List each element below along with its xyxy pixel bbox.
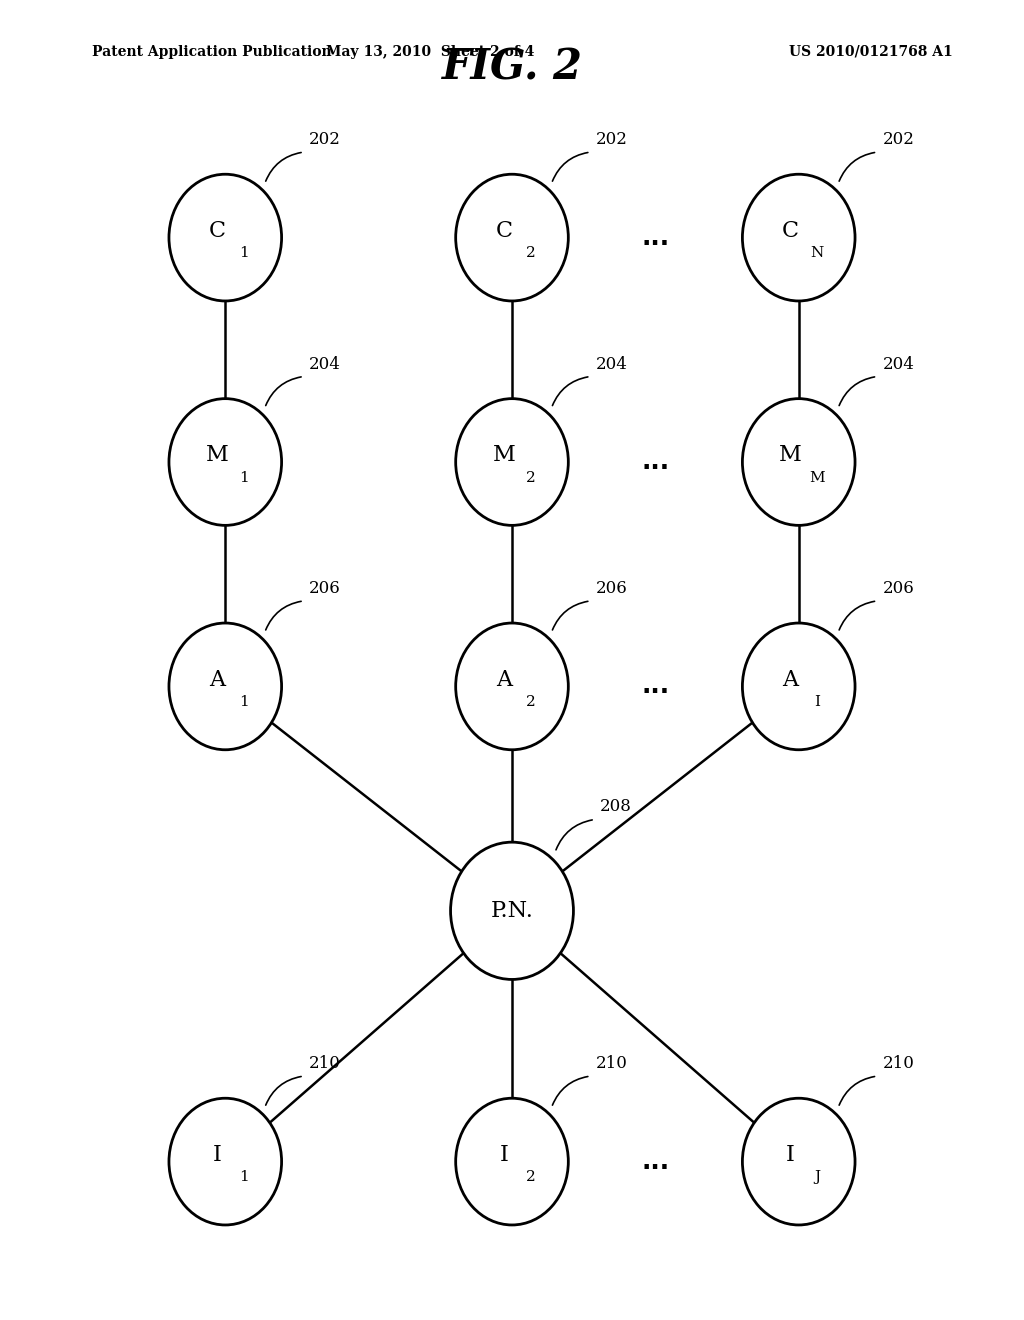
- Ellipse shape: [169, 174, 282, 301]
- Ellipse shape: [451, 842, 573, 979]
- Text: 202: 202: [596, 131, 628, 148]
- Text: C: C: [209, 220, 225, 242]
- Ellipse shape: [456, 1098, 568, 1225]
- Ellipse shape: [742, 623, 855, 750]
- Text: P.N.: P.N.: [490, 900, 534, 921]
- Text: C: C: [782, 220, 799, 242]
- Text: 206: 206: [309, 579, 341, 597]
- Text: 2: 2: [525, 471, 536, 484]
- Ellipse shape: [742, 399, 855, 525]
- Text: FIG. 2: FIG. 2: [441, 46, 583, 88]
- Text: A: A: [209, 669, 225, 690]
- Text: 206: 206: [596, 579, 628, 597]
- Text: 202: 202: [883, 131, 914, 148]
- Text: M: M: [809, 471, 825, 484]
- Ellipse shape: [456, 623, 568, 750]
- Text: US 2010/0121768 A1: US 2010/0121768 A1: [788, 45, 952, 59]
- Text: I: I: [786, 1144, 795, 1166]
- Text: C: C: [496, 220, 512, 242]
- Text: 2: 2: [525, 1171, 536, 1184]
- Text: 208: 208: [600, 799, 632, 816]
- Text: May 13, 2010  Sheet 2 of 4: May 13, 2010 Sheet 2 of 4: [326, 45, 535, 59]
- Text: 1: 1: [239, 471, 249, 484]
- Ellipse shape: [742, 174, 855, 301]
- Text: 1: 1: [239, 247, 249, 260]
- Text: 2: 2: [525, 696, 536, 709]
- Text: 204: 204: [883, 355, 914, 372]
- Text: I: I: [213, 1144, 221, 1166]
- Text: I: I: [814, 696, 820, 709]
- Text: ...: ...: [641, 450, 670, 474]
- Ellipse shape: [742, 1098, 855, 1225]
- Text: M: M: [493, 445, 515, 466]
- Text: 1: 1: [239, 1171, 249, 1184]
- Text: 204: 204: [596, 355, 628, 372]
- Text: M: M: [779, 445, 802, 466]
- Ellipse shape: [456, 174, 568, 301]
- Ellipse shape: [169, 399, 282, 525]
- Text: ...: ...: [641, 226, 670, 249]
- Text: N: N: [811, 247, 823, 260]
- Text: A: A: [782, 669, 799, 690]
- Text: 1: 1: [239, 696, 249, 709]
- Text: 2: 2: [525, 247, 536, 260]
- Text: 206: 206: [883, 579, 914, 597]
- Text: A: A: [496, 669, 512, 690]
- Text: M: M: [206, 445, 228, 466]
- Text: ...: ...: [641, 675, 670, 698]
- Text: 210: 210: [596, 1055, 628, 1072]
- Ellipse shape: [456, 399, 568, 525]
- Text: ...: ...: [641, 1150, 670, 1173]
- Text: I: I: [500, 1144, 508, 1166]
- Text: 210: 210: [883, 1055, 914, 1072]
- Text: Patent Application Publication: Patent Application Publication: [92, 45, 332, 59]
- Text: 210: 210: [309, 1055, 341, 1072]
- Ellipse shape: [169, 623, 282, 750]
- Text: 202: 202: [309, 131, 341, 148]
- Text: J: J: [814, 1171, 820, 1184]
- Text: 204: 204: [309, 355, 341, 372]
- Ellipse shape: [169, 1098, 282, 1225]
